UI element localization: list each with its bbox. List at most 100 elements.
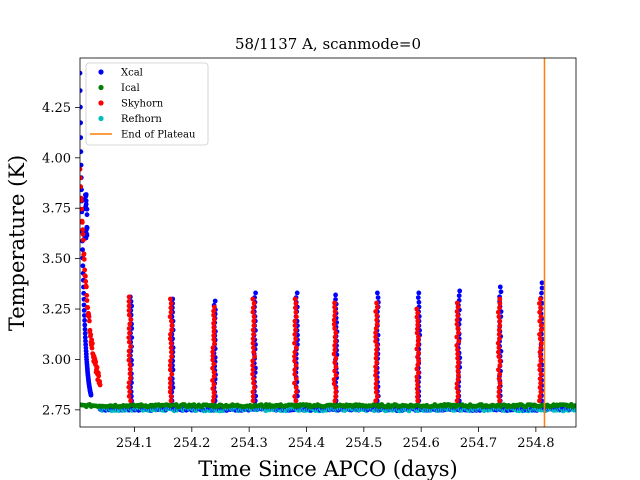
point-xcal [80,263,86,269]
point-xcal [84,212,90,218]
point-skyhorn [168,398,174,404]
point-skyhorn [97,379,103,384]
point-skyhorn [537,363,542,368]
point-skyhorn [454,381,460,387]
point-xcal [88,392,94,398]
point-skyhorn [292,318,298,324]
point-skyhorn [293,305,298,311]
point-skyhorn [332,343,338,348]
x-tick-label: 254.3 [231,436,268,451]
point-skyhorn [292,367,298,373]
y-tick-label: 3.75 [42,202,71,217]
point-skyhorn [211,329,217,334]
point-skyhorn [414,314,420,320]
point-skyhorn [415,362,421,368]
point-skyhorn [497,336,502,342]
point-skyhorn [496,367,501,373]
point-skyhorn [454,334,460,340]
point-skyhorn [126,380,132,386]
point-skyhorn [81,256,87,262]
point-skyhorn [126,357,132,363]
point-skyhorn [455,389,461,395]
point-skyhorn [127,321,133,327]
point-skyhorn [84,298,90,303]
point-xcal [416,290,422,296]
point-skyhorn [416,334,421,340]
point-xcal [375,295,381,300]
point-skyhorn [167,376,173,382]
point-skyhorn [332,309,338,314]
point-xcal [82,322,88,328]
point-xcal [83,204,89,209]
point-skyhorn [211,308,217,314]
point-skyhorn [373,398,379,404]
point-skyhorn [80,227,86,233]
point-skyhorn [251,318,257,324]
point-skyhorn [211,337,217,342]
point-skyhorn [373,355,379,361]
point-skyhorn [333,372,339,378]
point-skyhorn [414,374,420,380]
point-xcal [80,88,83,93]
point-skyhorn [415,322,421,328]
point-skyhorn [211,382,217,387]
point-skyhorn [80,220,85,225]
point-skyhorn [126,326,132,331]
point-skyhorn [126,312,132,318]
plot-frame [79,57,577,428]
point-skyhorn [168,340,174,346]
point-skyhorn [293,327,298,333]
point-skyhorn [167,367,173,373]
point-skyhorn [374,300,379,306]
legend-label: End of Plateau [121,130,196,141]
point-skyhorn [537,385,543,390]
point-skyhorn [332,300,337,306]
point-skyhorn [250,367,256,373]
point-skyhorn [211,325,217,330]
point-skyhorn [456,330,461,336]
x-tick-label: 254.2 [173,436,210,451]
point-skyhorn [414,330,420,336]
point-skyhorn [416,358,421,364]
point-skyhorn [331,317,337,323]
point-xcal [80,135,84,140]
point-xcal [212,298,218,304]
point-skyhorn [454,321,460,327]
point-skyhorn [374,351,379,357]
point-skyhorn [333,364,339,370]
point-skyhorn [211,333,217,338]
point-skyhorn [167,385,173,390]
point-ical [572,403,576,409]
point-skyhorn [332,326,338,331]
point-skyhorn [373,364,378,370]
point-skyhorn [168,358,173,364]
point-skyhorn [211,373,217,379]
point-skyhorn [415,354,420,360]
point-skyhorn [168,301,174,306]
point-skyhorn [294,314,299,320]
point-xcal [80,120,83,126]
point-skyhorn [414,378,420,384]
point-skyhorn [537,376,543,382]
point-skyhorn [454,398,460,404]
point-skyhorn [127,371,133,377]
legend-marker-skyhorn [98,100,104,106]
point-xcal [416,299,422,305]
point-skyhorn [455,355,460,361]
point-skyhorn [374,377,379,382]
point-skyhorn [496,376,502,382]
point-xcal [82,326,88,332]
y-tick-label: 4.00 [42,151,71,166]
point-skyhorn [252,354,257,359]
point-skyhorn [294,389,299,395]
x-tick-label: 254.4 [288,436,325,451]
point-skyhorn [210,345,216,351]
point-skyhorn [537,394,543,399]
point-skyhorn [537,367,543,373]
point-skyhorn [167,389,173,395]
x-tick-label: 254.8 [517,436,554,451]
point-skyhorn [168,394,174,399]
point-skyhorn [374,321,380,327]
point-skyhorn [374,347,379,353]
